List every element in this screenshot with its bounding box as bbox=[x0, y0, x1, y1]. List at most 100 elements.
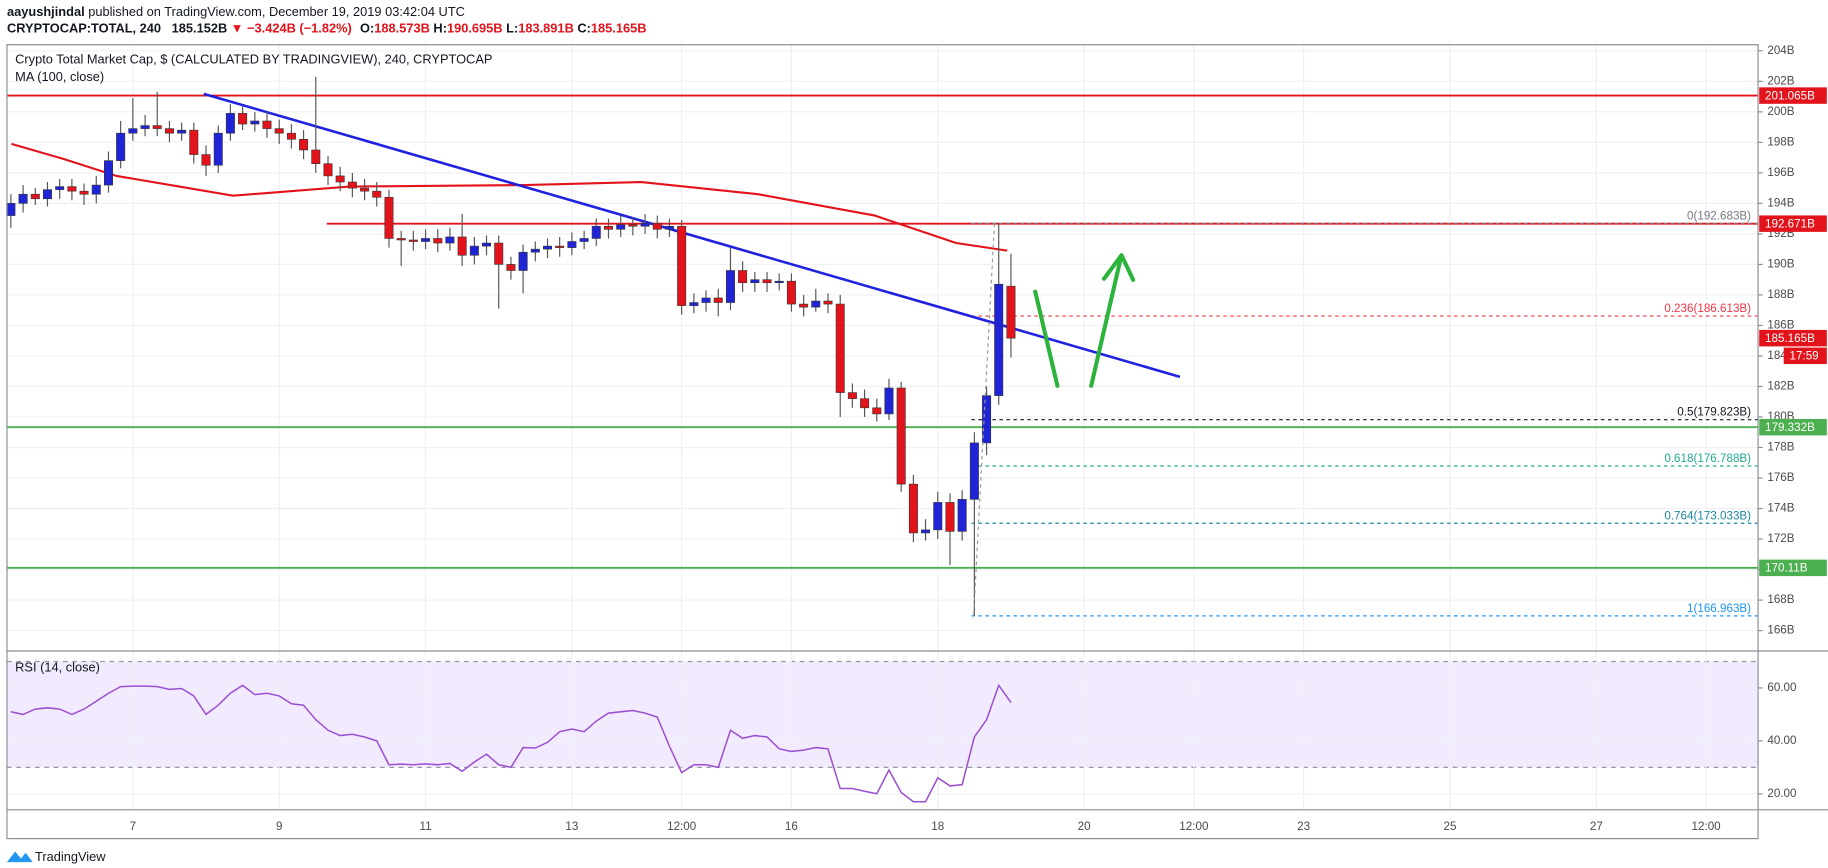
x-tick-label: 18 bbox=[931, 820, 944, 833]
x-tick-label: 12:00 bbox=[667, 820, 697, 833]
candle-body bbox=[103, 160, 113, 186]
candle-body bbox=[67, 186, 77, 192]
y-tick-label: 198B bbox=[1767, 135, 1794, 148]
fib-label: 0(192.683B) bbox=[1687, 209, 1751, 222]
ohlc-value: 190.695B bbox=[447, 21, 503, 36]
candle-body bbox=[91, 184, 101, 195]
candle-body bbox=[872, 407, 882, 415]
fib-label: 1(166.963B) bbox=[1687, 602, 1751, 615]
x-tick-label: 13 bbox=[565, 820, 578, 833]
candle-body bbox=[213, 132, 223, 166]
candle-body bbox=[408, 239, 418, 242]
y-tick-label: 178B bbox=[1767, 441, 1794, 454]
candle-body bbox=[262, 120, 272, 129]
candle-body bbox=[713, 297, 723, 303]
last-price: 185.152B bbox=[172, 21, 228, 36]
candle-body bbox=[457, 236, 467, 256]
candle-body bbox=[628, 224, 638, 227]
candle-body bbox=[945, 502, 955, 532]
candle-body bbox=[347, 181, 357, 189]
candle-body bbox=[994, 283, 1004, 396]
candle-body bbox=[762, 279, 772, 284]
chart-title: Crypto Total Market Cap, $ (CALCULATED B… bbox=[15, 51, 492, 66]
y-tick-label: 60.00 bbox=[1767, 681, 1797, 694]
candle-body bbox=[896, 387, 906, 485]
x-tick-label: 11 bbox=[420, 820, 432, 833]
ohlc-label: L: bbox=[506, 21, 518, 36]
candle-body bbox=[482, 242, 491, 247]
y-tick-label: 168B bbox=[1767, 593, 1794, 606]
symbol: CRYPTOCAP:TOTAL, 240 bbox=[7, 21, 161, 36]
price-box bbox=[1759, 418, 1827, 436]
candle-body bbox=[30, 193, 40, 200]
y-tick-label: 202B bbox=[1767, 74, 1794, 87]
y-tick-label: 176B bbox=[1767, 471, 1794, 484]
change: ▼ −3.424B (−1.82%) bbox=[231, 21, 352, 36]
price-box bbox=[1759, 559, 1827, 577]
y-tick-label: 190B bbox=[1767, 257, 1794, 270]
fib-label: 0.5(179.823B) bbox=[1677, 406, 1751, 419]
x-tick-label: 9 bbox=[276, 820, 282, 833]
rsi-legend: RSI (14, close) bbox=[15, 659, 100, 674]
candle-body bbox=[189, 129, 199, 155]
price-box-label: 185.165B bbox=[1765, 332, 1815, 345]
ohlc-label: H: bbox=[433, 21, 447, 36]
x-tick-label: 27 bbox=[1590, 820, 1603, 833]
candle-body bbox=[567, 241, 577, 248]
countdown: 17:59 bbox=[1790, 349, 1819, 362]
y-tick-label: 174B bbox=[1767, 502, 1794, 515]
candle-body bbox=[164, 128, 174, 134]
ohlc-value: 185.165B bbox=[591, 21, 647, 36]
price-box-label: 179.332B bbox=[1765, 421, 1815, 434]
ma-line bbox=[11, 142, 1008, 252]
candle-body bbox=[543, 245, 553, 250]
arrow-head bbox=[1101, 253, 1136, 282]
logo bbox=[6, 851, 33, 863]
fib-label: 0.236(186.613B) bbox=[1664, 302, 1751, 315]
candle-body bbox=[738, 270, 748, 284]
candle-body bbox=[786, 280, 796, 305]
footer: TradingView bbox=[35, 849, 106, 864]
candle-body bbox=[933, 502, 943, 531]
candle-body bbox=[579, 238, 589, 242]
price-box bbox=[1759, 215, 1827, 232]
candle-body bbox=[299, 138, 309, 151]
candle-body bbox=[18, 193, 28, 204]
rsi-band bbox=[6, 661, 1759, 768]
candle-body bbox=[55, 186, 65, 190]
candle-body bbox=[335, 175, 345, 183]
rsi-line bbox=[10, 683, 1012, 803]
price-box-label: 201.065B bbox=[1765, 89, 1815, 102]
candle-body bbox=[799, 303, 809, 308]
author: aayushjindal bbox=[7, 4, 85, 19]
candle-body bbox=[689, 302, 699, 306]
candle-body bbox=[372, 190, 382, 198]
y-tick-label: 20.00 bbox=[1767, 787, 1797, 800]
trendline bbox=[203, 92, 1181, 379]
candle-body bbox=[494, 242, 504, 265]
candle-body bbox=[311, 149, 321, 164]
candle-body bbox=[555, 245, 565, 248]
candle-body bbox=[908, 483, 918, 534]
candle-body bbox=[530, 248, 540, 253]
candle-body bbox=[921, 529, 931, 534]
candle-body bbox=[274, 128, 284, 134]
candle-body bbox=[677, 225, 687, 306]
y-tick-label: 186B bbox=[1767, 318, 1794, 331]
candle-body bbox=[360, 187, 370, 192]
candle-body bbox=[664, 225, 674, 230]
candle-body bbox=[469, 245, 479, 256]
candle-body bbox=[433, 238, 443, 244]
candle-body bbox=[884, 387, 894, 415]
candle-body bbox=[823, 300, 833, 305]
candle-body bbox=[128, 128, 138, 134]
published: published on TradingView.com, December 1… bbox=[88, 4, 465, 19]
candle-body bbox=[969, 442, 979, 500]
ohlc-value: 188.573B bbox=[374, 21, 430, 36]
candle-body bbox=[701, 297, 711, 303]
y-tick-label: 40.00 bbox=[1767, 734, 1797, 747]
price-box bbox=[1759, 87, 1827, 104]
candle-body bbox=[250, 120, 260, 125]
y-tick-label: 196B bbox=[1767, 166, 1794, 179]
